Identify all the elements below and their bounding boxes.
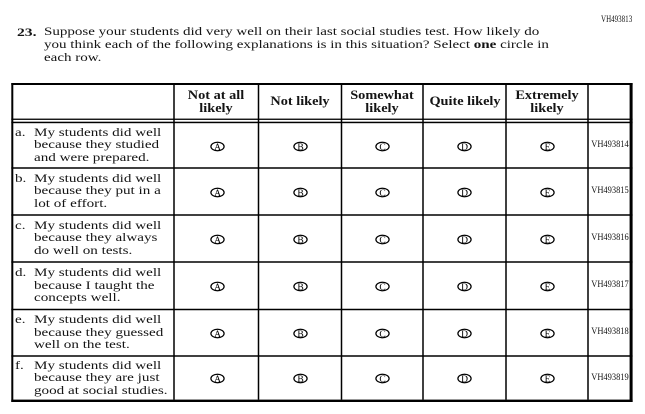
- svg-text:E: E: [544, 329, 550, 338]
- svg-text:C: C: [379, 375, 385, 384]
- svg-text:D: D: [461, 329, 468, 338]
- svg-text:C: C: [379, 235, 385, 244]
- svg-text:D: D: [461, 282, 468, 291]
- svg-text:B: B: [297, 375, 303, 384]
- svg-text:E: E: [544, 188, 550, 197]
- svg-text:B: B: [297, 142, 303, 151]
- svg-text:E: E: [544, 235, 550, 244]
- svg-text:A: A: [214, 282, 221, 291]
- svg-text:E: E: [544, 142, 550, 151]
- svg-text:C: C: [379, 282, 385, 291]
- svg-text:A: A: [214, 235, 221, 244]
- svg-text:E: E: [544, 375, 550, 384]
- svg-text:A: A: [214, 188, 221, 197]
- svg-text:A: A: [214, 142, 221, 151]
- svg-text:D: D: [461, 235, 468, 244]
- svg-text:B: B: [297, 282, 303, 291]
- svg-text:C: C: [379, 329, 385, 338]
- svg-text:C: C: [379, 142, 385, 151]
- svg-text:D: D: [461, 375, 468, 384]
- svg-text:B: B: [297, 235, 303, 244]
- svg-text:A: A: [214, 329, 221, 338]
- svg-text:D: D: [461, 142, 468, 151]
- svg-text:B: B: [297, 188, 303, 197]
- svg-text:B: B: [297, 329, 303, 338]
- svg-text:A: A: [214, 375, 221, 384]
- svg-text:E: E: [544, 282, 550, 291]
- svg-text:D: D: [461, 188, 468, 197]
- svg-text:C: C: [379, 188, 385, 197]
